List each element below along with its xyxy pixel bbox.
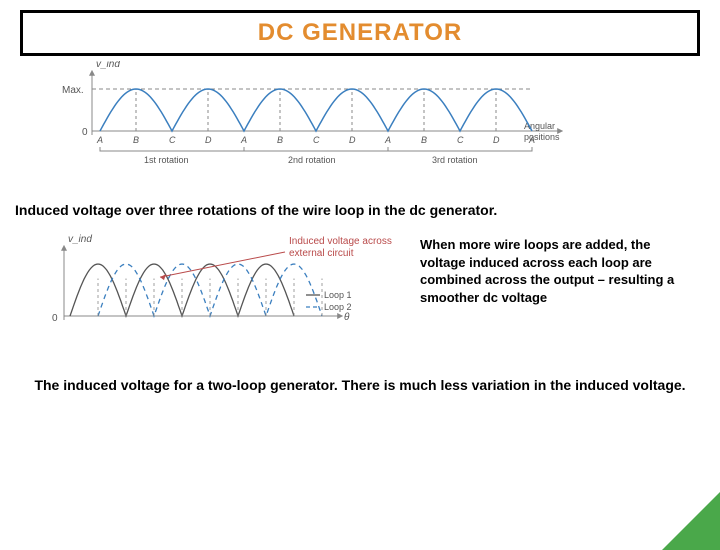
- svg-text:Loop 2: Loop 2: [324, 302, 352, 312]
- svg-text:D: D: [349, 135, 356, 145]
- svg-text:C: C: [313, 135, 320, 145]
- caption-chart2: The induced voltage for a two-loop gener…: [15, 377, 705, 393]
- svg-text:1st rotation: 1st rotation: [144, 155, 189, 165]
- chart-two-loop: 0 v_ind θ Induced voltage acrossexternal ci…: [20, 226, 410, 371]
- svg-text:A: A: [240, 135, 247, 145]
- title-box: DC GENERATOR: [20, 10, 700, 56]
- svg-text:B: B: [421, 135, 427, 145]
- chart1-svg: Max.0v_indAngularpositionsABCDABCDABCDA1…: [40, 61, 600, 191]
- description-chart2: When more wire loops are added, the volt…: [420, 226, 705, 371]
- svg-text:B: B: [277, 135, 283, 145]
- svg-text:0: 0: [52, 313, 58, 324]
- svg-text:B: B: [133, 135, 139, 145]
- svg-text:A: A: [384, 135, 391, 145]
- caption-chart1: Induced voltage over three rotations of …: [15, 202, 705, 218]
- svg-text:2nd rotation: 2nd rotation: [288, 155, 336, 165]
- svg-text:Max.: Max.: [62, 85, 84, 96]
- svg-text:θ: θ: [344, 312, 350, 323]
- svg-text:C: C: [169, 135, 176, 145]
- svg-text:D: D: [493, 135, 500, 145]
- svg-text:v_ind: v_ind: [96, 61, 120, 70]
- accent-triangle-icon: [662, 492, 720, 550]
- page-title: DC GENERATOR: [258, 19, 462, 46]
- chart-three-rotations: Max.0v_indAngularpositionsABCDABCDABCDA1…: [40, 61, 600, 196]
- svg-text:3rd rotation: 3rd rotation: [432, 155, 478, 165]
- svg-text:C: C: [457, 135, 464, 145]
- svg-text:Loop 1: Loop 1: [324, 290, 352, 300]
- svg-text:v_ind: v_ind: [68, 234, 92, 245]
- svg-text:0: 0: [82, 127, 88, 138]
- svg-text:Induced voltage across: Induced voltage across: [289, 236, 392, 247]
- row-chart2: 0 v_ind θ Induced voltage acrossexternal ci…: [20, 226, 705, 371]
- chart2-svg: 0 v_ind θ Induced voltage acrossexternal ci…: [20, 226, 410, 366]
- svg-text:D: D: [205, 135, 212, 145]
- svg-text:external circuit: external circuit: [289, 248, 354, 259]
- svg-text:A: A: [528, 135, 535, 145]
- svg-text:A: A: [96, 135, 103, 145]
